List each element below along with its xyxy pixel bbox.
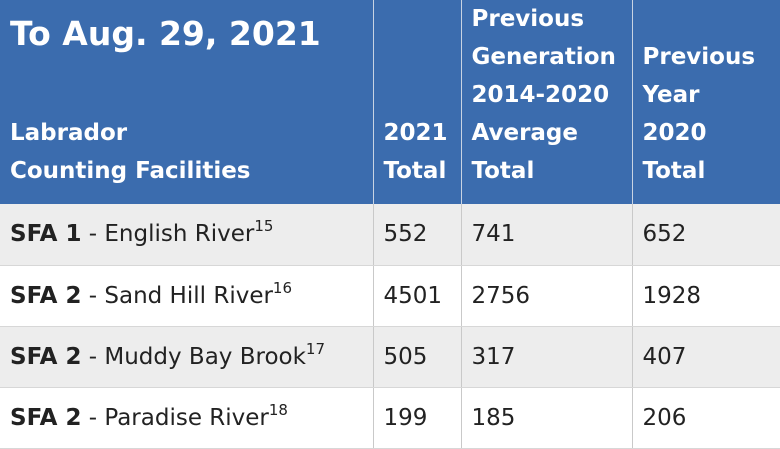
table-row: SFA 2 - Muddy Bay Brook17 505 317 407 <box>0 326 780 387</box>
total-2021-cell: 505 <box>373 326 461 387</box>
header-2021-total: 2021 Total <box>373 0 461 204</box>
table-row: SFA 2 - Sand Hill River16 4501 2756 1928 <box>0 265 780 326</box>
table-row: SFA 1 - English River15 552 741 652 <box>0 204 780 265</box>
header-facilities: To Aug. 29, 2021 Labrador Counting Facil… <box>0 0 373 204</box>
river-name: Sand Hill River <box>104 283 273 309</box>
total-2020-cell: 652 <box>632 204 780 265</box>
sfa-label: SFA 1 <box>10 221 81 247</box>
river-name: Muddy Bay Brook <box>104 344 306 370</box>
header-line: Labrador <box>10 114 373 152</box>
separator: - <box>81 405 104 431</box>
facility-cell: SFA 2 - Muddy Bay Brook17 <box>0 326 373 387</box>
sfa-label: SFA 2 <box>10 283 81 309</box>
header-line: Average <box>472 114 632 152</box>
facility-cell: SFA 2 - Sand Hill River16 <box>0 265 373 326</box>
header-line: Generation <box>472 38 632 76</box>
header-previous-year: Previous Year 2020 Total <box>632 0 780 204</box>
facility-cell: SFA 2 - Paradise River18 <box>0 387 373 448</box>
footnote-ref[interactable]: 18 <box>269 401 288 419</box>
header-row: To Aug. 29, 2021 Labrador Counting Facil… <box>0 0 780 204</box>
average-cell: 2756 <box>461 265 632 326</box>
average-cell: 741 <box>461 204 632 265</box>
total-2020-cell: 1928 <box>632 265 780 326</box>
total-2021-cell: 199 <box>373 387 461 448</box>
sfa-label: SFA 2 <box>10 344 81 370</box>
total-2020-cell: 407 <box>632 326 780 387</box>
separator: - <box>81 344 104 370</box>
header-line: Previous <box>643 38 780 76</box>
total-2021-cell: 552 <box>373 204 461 265</box>
footnote-ref[interactable]: 16 <box>273 279 292 297</box>
header-line: Total <box>472 152 632 190</box>
header-line: 2021 <box>384 114 461 152</box>
header-line: 2020 <box>643 114 780 152</box>
table-row: SFA 2 - Paradise River18 199 185 206 <box>0 387 780 448</box>
sfa-label: SFA 2 <box>10 405 81 431</box>
total-2020-cell: 206 <box>632 387 780 448</box>
header-line: Counting Facilities <box>10 152 373 190</box>
river-name: English River <box>104 221 254 247</box>
average-cell: 185 <box>461 387 632 448</box>
footnote-ref[interactable]: 15 <box>254 217 273 235</box>
header-line: 2014-2020 <box>472 76 632 114</box>
header-line: Year <box>643 76 780 114</box>
header-line: Total <box>384 152 461 190</box>
table-title: To Aug. 29, 2021 <box>10 12 321 56</box>
river-name: Paradise River <box>104 405 269 431</box>
separator: - <box>81 221 104 247</box>
footnote-ref[interactable]: 17 <box>306 340 325 358</box>
facility-cell: SFA 1 - English River15 <box>0 204 373 265</box>
separator: - <box>81 283 104 309</box>
header-generation-average: Previous Generation 2014-2020 Average To… <box>461 0 632 204</box>
total-2021-cell: 4501 <box>373 265 461 326</box>
header-line: Total <box>643 152 780 190</box>
average-cell: 317 <box>461 326 632 387</box>
header-line: Previous <box>472 0 632 38</box>
